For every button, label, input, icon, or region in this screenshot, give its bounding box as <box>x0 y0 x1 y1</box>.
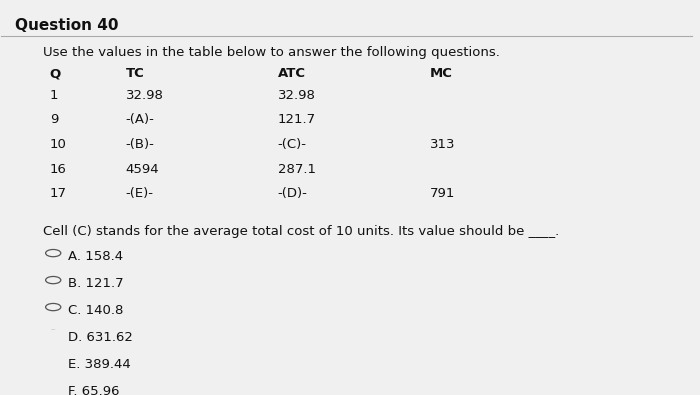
Text: -(D)-: -(D)- <box>278 187 307 200</box>
Text: 313: 313 <box>430 138 455 151</box>
Text: TC: TC <box>126 67 144 80</box>
Text: Cell (C) stands for the average total cost of 10 units. Its value should be ____: Cell (C) stands for the average total co… <box>43 225 559 238</box>
Text: 16: 16 <box>50 163 66 176</box>
Text: C. 140.8: C. 140.8 <box>68 304 123 317</box>
Text: -(C)-: -(C)- <box>278 138 307 151</box>
Text: 121.7: 121.7 <box>278 113 316 126</box>
Text: MC: MC <box>430 67 453 80</box>
Text: D. 631.62: D. 631.62 <box>68 331 132 344</box>
Text: 32.98: 32.98 <box>126 88 164 102</box>
Text: ATC: ATC <box>278 67 306 80</box>
Text: 287.1: 287.1 <box>278 163 316 176</box>
Text: 32.98: 32.98 <box>278 88 316 102</box>
Text: 10: 10 <box>50 138 66 151</box>
Text: Question 40: Question 40 <box>15 18 119 33</box>
Text: B. 121.7: B. 121.7 <box>68 277 123 290</box>
Text: -(B)-: -(B)- <box>126 138 155 151</box>
Text: 9: 9 <box>50 113 58 126</box>
Text: 17: 17 <box>50 187 66 200</box>
Text: 791: 791 <box>430 187 455 200</box>
Text: E. 389.44: E. 389.44 <box>68 358 130 371</box>
Text: 4594: 4594 <box>126 163 160 176</box>
Text: Use the values in the table below to answer the following questions.: Use the values in the table below to ans… <box>43 46 500 59</box>
Text: -(E)-: -(E)- <box>126 187 154 200</box>
Text: -(A)-: -(A)- <box>126 113 155 126</box>
Text: F. 65.96: F. 65.96 <box>68 385 119 395</box>
Text: Q: Q <box>50 67 61 80</box>
Text: A. 158.4: A. 158.4 <box>68 250 122 263</box>
Text: 1: 1 <box>50 88 58 102</box>
